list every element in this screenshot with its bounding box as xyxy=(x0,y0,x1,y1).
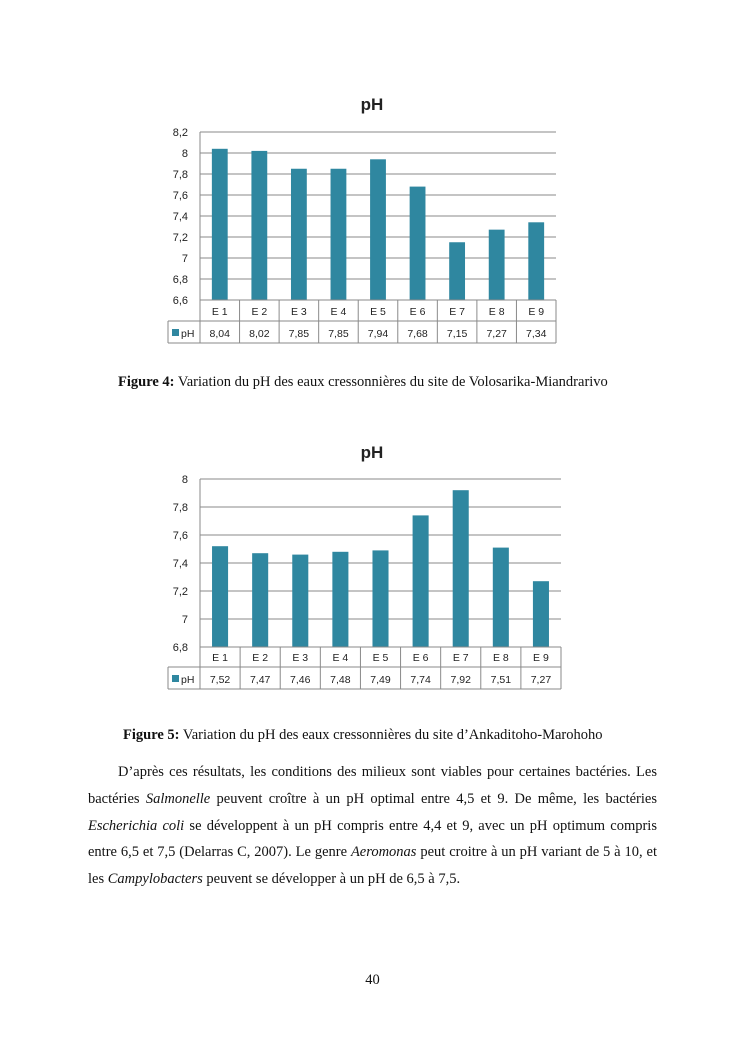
bar xyxy=(488,229,505,300)
y-tick-label: 7,4 xyxy=(173,211,188,223)
y-tick-label: 7,6 xyxy=(173,530,188,542)
legend-label: pH xyxy=(181,328,194,340)
bar xyxy=(290,168,307,300)
text-run: D’après ces résultats, les conditions de… xyxy=(88,764,657,807)
bar xyxy=(449,242,466,300)
italic-term: Salmonelle xyxy=(145,790,211,807)
y-tick-label: 7,2 xyxy=(173,232,188,244)
bar xyxy=(492,547,509,647)
data-value-label: 8,04 xyxy=(210,328,231,340)
text-run: peut croitre à un pH variant de 5 à 10, … xyxy=(88,844,657,888)
legend-swatch xyxy=(172,675,179,682)
data-value-label: 7,92 xyxy=(451,674,472,686)
italic-term: Campylobacters xyxy=(107,871,203,888)
text-run: peuvent croître à un pH optimal entre 4,… xyxy=(210,790,657,807)
data-value-label: 7,85 xyxy=(328,328,349,340)
y-tick-label: 6,8 xyxy=(173,642,188,654)
italic-term: Aeromonas xyxy=(350,844,417,861)
body-paragraph: D’après ces résultats, les conditions de… xyxy=(88,759,657,893)
bar xyxy=(370,159,386,300)
category-label: E 7 xyxy=(453,652,469,664)
text-run: peuvent se développer à un pH de 6,5 à 7… xyxy=(202,871,461,888)
data-value-label: 7,49 xyxy=(370,674,391,686)
data-value-label: 7,85 xyxy=(289,328,310,340)
figure-4-caption: Figure 4: Variation du pH des eaux cress… xyxy=(118,374,608,391)
bar xyxy=(252,553,269,647)
caption-label: Figure 4: xyxy=(118,374,175,390)
bar xyxy=(452,490,469,647)
category-label: E 8 xyxy=(493,652,509,664)
data-value-label: 7,46 xyxy=(290,674,311,686)
bar xyxy=(251,150,268,300)
caption-text: Variation du pH des eaux cressonnières d… xyxy=(174,374,608,390)
bar xyxy=(211,148,228,300)
legend-swatch xyxy=(172,329,179,336)
y-tick-label: 8 xyxy=(182,148,188,160)
category-label: E 7 xyxy=(449,306,465,318)
y-tick-label: 7,8 xyxy=(173,169,188,181)
chart-svg: pH 6,8 7 7,2 7,4 7,6 7,8 8 E 1 7,52 E 2 7,47 E 3 7,46… xyxy=(167,443,562,690)
category-label: E 2 xyxy=(251,306,267,318)
caption-label: Figure 5: xyxy=(123,727,180,743)
y-tick-label: 7,6 xyxy=(173,190,188,202)
y-tick-label: 6,8 xyxy=(173,274,188,286)
chart-title: pH xyxy=(361,95,384,114)
page-number: 40 xyxy=(365,972,380,988)
category-label: E 9 xyxy=(533,652,549,664)
data-value-label: 7,27 xyxy=(486,328,507,340)
bar xyxy=(212,546,229,647)
data-value-label: 7,51 xyxy=(491,674,512,686)
chart-svg: pH 6,6 6,8 7 7,2 7,4 7,6 7,8 8 8,2 E 1 8,04 E 2 8,02 E… xyxy=(167,95,557,344)
bar xyxy=(412,515,429,647)
data-value-label: 8,02 xyxy=(249,328,270,340)
chart-title: pH xyxy=(361,443,384,462)
data-value-label: 7,68 xyxy=(407,328,428,340)
category-label: E 6 xyxy=(413,652,429,664)
category-label: E 4 xyxy=(333,652,349,664)
category-label: E 3 xyxy=(292,652,308,664)
data-value-label: 7,94 xyxy=(368,328,389,340)
y-tick-label: 7 xyxy=(182,253,188,265)
data-value-label: 7,52 xyxy=(210,674,231,686)
italic-term: Escherichia coli xyxy=(88,817,185,834)
bar xyxy=(532,581,549,647)
category-label: E 5 xyxy=(370,306,386,318)
bar xyxy=(292,554,309,647)
bar xyxy=(409,186,426,300)
bar xyxy=(332,551,349,647)
caption-text: Variation du pH des eaux cressonnières d… xyxy=(179,727,603,743)
category-label: E 3 xyxy=(291,306,307,318)
y-tick-label: 8 xyxy=(182,474,188,486)
category-label: E 8 xyxy=(489,306,505,318)
text-run: se développent à un pH compris entre 4,4… xyxy=(88,817,657,861)
chart-figure-5: pH 6,8 7 7,2 7,4 7,6 7,8 8 E 1 7,52 E 2 7,47 E 3 7,46… xyxy=(167,443,562,690)
data-value-label: 7,74 xyxy=(410,674,431,686)
y-tick-label: 7,8 xyxy=(173,502,188,514)
category-label: E 1 xyxy=(212,306,228,318)
y-tick-label: 7 xyxy=(182,614,188,626)
y-tick-label: 6,6 xyxy=(173,295,188,307)
category-label: E 4 xyxy=(331,306,347,318)
legend-label: pH xyxy=(181,674,194,686)
y-tick-label: 7,2 xyxy=(173,586,188,598)
bar xyxy=(372,550,389,647)
y-tick-label: 7,4 xyxy=(173,558,188,570)
data-value-label: 7,47 xyxy=(250,674,271,686)
bar xyxy=(528,222,545,300)
chart-figure-4: pH 6,6 6,8 7 7,2 7,4 7,6 7,8 8 8,2 E 1 8,04 E 2 8,02 E… xyxy=(0,0,745,365)
category-label: E 5 xyxy=(373,652,389,664)
data-value-label: 7,15 xyxy=(447,328,468,340)
category-label: E 2 xyxy=(252,652,268,664)
y-tick-label: 8,2 xyxy=(173,127,188,139)
data-value-label: 7,27 xyxy=(531,674,552,686)
category-label: E 1 xyxy=(212,652,228,664)
category-label: E 9 xyxy=(528,306,544,318)
data-value-label: 7,48 xyxy=(330,674,351,686)
bar xyxy=(330,168,347,300)
figure-5-caption: Figure 5: Variation du pH des eaux cress… xyxy=(123,727,602,744)
category-label: E 6 xyxy=(410,306,426,318)
data-value-label: 7,34 xyxy=(526,328,547,340)
